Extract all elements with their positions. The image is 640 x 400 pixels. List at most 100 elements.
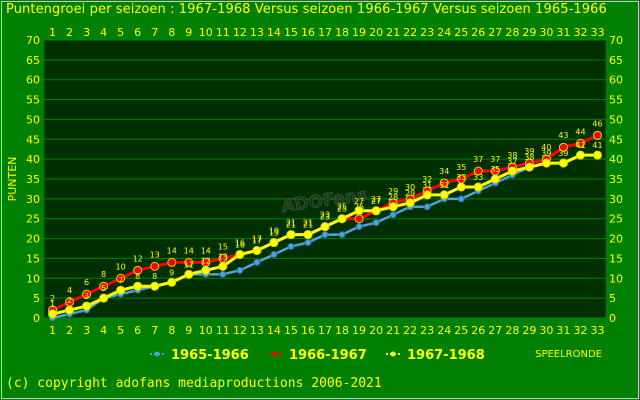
data-point xyxy=(184,257,194,267)
x-tick-label-bottom: 26 xyxy=(471,324,485,337)
data-point xyxy=(304,239,312,247)
data-label: 29 xyxy=(405,189,415,198)
y-axis-label: PUNTEN xyxy=(6,157,19,202)
x-tick-label-top: 18 xyxy=(335,26,349,39)
data-point xyxy=(150,261,160,271)
x-tick-label-top: 3 xyxy=(83,26,90,39)
y-tick-label-left: 35 xyxy=(26,173,40,186)
data-point xyxy=(65,305,75,315)
data-point xyxy=(558,158,568,168)
data-label: 34 xyxy=(439,167,449,176)
data-point xyxy=(473,182,483,192)
data-point xyxy=(354,214,364,224)
chart-title: Puntengroei per seizoen : 1967-1968 Vers… xyxy=(6,2,607,17)
x-tick-label-top: 26 xyxy=(471,26,485,39)
y-tick-label-right: 70 xyxy=(609,34,623,47)
x-tick-label-top: 19 xyxy=(352,26,366,39)
data-label: 2 xyxy=(67,296,72,305)
x-tick-label-top: 5 xyxy=(117,26,124,39)
data-point xyxy=(270,250,278,258)
data-label: 16 xyxy=(235,240,245,249)
x-tick-label-top: 17 xyxy=(318,26,332,39)
data-label: 44 xyxy=(575,127,585,136)
y-tick-label-right: 60 xyxy=(609,74,623,87)
y-tick-label-left: 60 xyxy=(26,74,40,87)
data-label: 19 xyxy=(269,229,279,238)
data-point xyxy=(218,261,228,271)
data-point xyxy=(439,190,449,200)
x-tick-label-bottom: 5 xyxy=(117,324,124,337)
y-tick-label-right: 35 xyxy=(609,173,623,186)
data-point xyxy=(219,270,227,278)
data-point xyxy=(389,211,397,219)
x-tick-label-bottom: 15 xyxy=(284,324,298,337)
y-tick-label-left: 40 xyxy=(26,153,40,166)
data-label: 2 xyxy=(50,294,55,303)
y-tick-label-left: 10 xyxy=(26,272,40,285)
data-point xyxy=(372,219,380,227)
data-point xyxy=(167,277,177,287)
x-tick-label-bottom: 14 xyxy=(267,324,281,337)
data-label: 21 xyxy=(286,219,296,228)
y-tick-label-left: 0 xyxy=(33,312,40,325)
data-label: 27 xyxy=(371,197,381,206)
x-tick-label-bottom: 27 xyxy=(488,324,502,337)
x-tick-label-top: 14 xyxy=(267,26,281,39)
y-tick-label-left: 50 xyxy=(26,113,40,126)
x-axis-label: SPEELRONDE xyxy=(535,349,602,360)
y-tick-label-right: 20 xyxy=(609,233,623,246)
data-point xyxy=(423,203,431,211)
y-tick-label-left: 5 xyxy=(33,292,40,305)
data-point xyxy=(82,289,92,299)
data-label: 16 xyxy=(235,238,245,247)
x-tick-label-bottom: 25 xyxy=(454,324,468,337)
data-label: 23 xyxy=(320,211,330,220)
data-point xyxy=(167,257,177,267)
x-tick-label-top: 30 xyxy=(539,26,553,39)
data-label: 3 xyxy=(84,292,89,301)
data-point xyxy=(253,258,261,266)
data-point xyxy=(116,273,126,283)
y-tick-label-right: 25 xyxy=(609,213,623,226)
y-tick-label-right: 10 xyxy=(609,272,623,285)
copyright-text: (c) copyright adofans mediaproductions 2… xyxy=(6,376,382,391)
x-tick-label-top: 24 xyxy=(437,26,451,39)
y-tick-label-right: 45 xyxy=(609,133,623,146)
legend-swatch-dot xyxy=(272,351,278,357)
data-label: 38 xyxy=(524,153,534,162)
x-tick-label-bottom: 7 xyxy=(151,324,158,337)
x-tick-label-bottom: 17 xyxy=(318,324,332,337)
data-point xyxy=(287,243,295,251)
legend-label: 1966-1967 xyxy=(289,348,367,363)
data-label: 6 xyxy=(84,278,89,287)
data-label: 14 xyxy=(184,246,194,255)
x-tick-label-top: 31 xyxy=(556,26,570,39)
data-point xyxy=(303,230,313,240)
data-label: 30 xyxy=(405,183,415,192)
data-label: 37 xyxy=(490,155,500,164)
legend-swatch-dot xyxy=(154,351,160,357)
data-label: 32 xyxy=(422,175,432,184)
x-tick-label-top: 27 xyxy=(488,26,502,39)
x-tick-label-bottom: 24 xyxy=(437,324,451,337)
data-point xyxy=(507,166,517,176)
x-tick-label-bottom: 2 xyxy=(66,324,73,337)
x-tick-label-bottom: 20 xyxy=(369,324,383,337)
x-tick-label-top: 25 xyxy=(454,26,468,39)
y-tick-label-right: 65 xyxy=(609,54,623,67)
data-label: 1 xyxy=(50,300,55,309)
data-label: 19 xyxy=(269,227,279,236)
data-label: 39 xyxy=(541,149,551,158)
data-label: 10 xyxy=(116,262,126,271)
data-point xyxy=(388,202,398,212)
data-label: 41 xyxy=(575,141,585,150)
data-label: 17 xyxy=(252,234,262,243)
data-label: 25 xyxy=(337,205,347,214)
x-tick-label-bottom: 30 xyxy=(539,324,553,337)
data-label: 37 xyxy=(507,157,517,166)
data-label: 13 xyxy=(150,250,160,259)
data-point xyxy=(457,195,465,203)
data-point xyxy=(133,265,143,275)
data-label: 15 xyxy=(218,242,228,251)
